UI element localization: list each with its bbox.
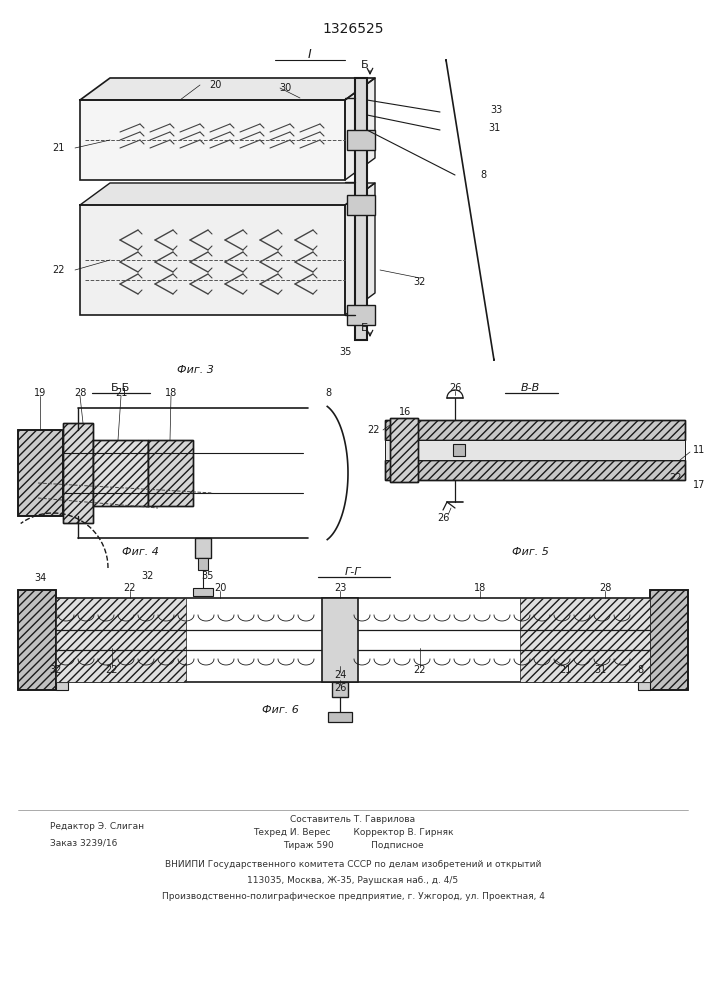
Text: 35: 35 [339,347,351,357]
Text: Б: Б [361,60,369,70]
Bar [63,423,93,523]
Bar [56,598,186,682]
Bar [332,682,348,697]
Bar [322,598,358,682]
Polygon shape [345,78,375,180]
Bar [355,78,367,340]
Text: 19: 19 [34,388,46,398]
Text: 28: 28 [74,388,86,398]
Text: 23: 23 [334,583,346,593]
Polygon shape [80,78,375,100]
Bar [80,100,345,180]
Bar [520,598,650,682]
Text: 16: 16 [399,407,411,417]
Text: 31: 31 [594,665,606,675]
Text: 22: 22 [124,583,136,593]
Bar [347,195,375,215]
Text: 8: 8 [325,388,331,398]
Bar [385,440,685,460]
Text: 32: 32 [142,571,154,581]
Text: Производственно-полиграфическое предприятие, г. Ужгород, ул. Проектная, 4: Производственно-полиграфическое предприя… [162,892,544,901]
Text: 21: 21 [52,143,65,153]
Bar [390,418,418,482]
Text: 31: 31 [488,123,501,133]
Text: 26: 26 [449,383,461,393]
Bar [347,130,375,150]
Text: 24: 24 [334,670,346,680]
Text: Фиг. 6: Фиг. 6 [262,705,298,715]
Bar [93,440,148,506]
Bar [148,440,193,506]
Text: 22: 22 [368,425,380,435]
Bar [148,440,193,506]
Bar [385,420,685,440]
Bar [347,305,375,325]
Bar [385,460,685,480]
Text: 22: 22 [106,665,118,675]
Text: 17: 17 [693,480,706,490]
Text: 32: 32 [49,665,62,675]
Text: Фиг. 5: Фиг. 5 [512,547,549,557]
Bar [385,460,685,480]
Text: 18: 18 [474,583,486,593]
Text: 18: 18 [165,388,177,398]
Text: 26: 26 [334,683,346,693]
Text: 20: 20 [214,583,226,593]
Text: Заказ 3239/16: Заказ 3239/16 [50,838,117,847]
Bar [18,430,63,516]
Text: 22: 22 [414,665,426,675]
Text: 21: 21 [559,665,571,675]
Bar [18,590,56,690]
Bar [638,682,650,690]
Bar [193,588,213,596]
Bar [93,440,148,506]
Text: 8: 8 [480,170,486,180]
Text: Фиг. 3: Фиг. 3 [177,365,214,375]
Text: Тираж 590             Подписное: Тираж 590 Подписное [283,841,423,850]
Text: 1326525: 1326525 [322,22,384,36]
Polygon shape [345,183,375,315]
Text: 26: 26 [437,513,449,523]
Bar [56,682,68,690]
Bar [453,444,465,456]
Bar [328,712,352,722]
Text: I: I [308,48,312,62]
Text: Фиг. 4: Фиг. 4 [122,547,158,557]
Bar [18,430,63,516]
Bar [56,598,186,682]
Text: 113035, Москва, Ж-35, Раушская наб., д. 4/5: 113035, Москва, Ж-35, Раушская наб., д. … [247,876,459,885]
Bar [520,598,650,682]
Text: 34: 34 [34,573,46,583]
Bar [198,558,208,570]
Text: Составитель Т. Гаврилова: Составитель Т. Гаврилова [291,815,416,824]
Text: Б-Б: Б-Б [110,383,129,393]
Text: В-В: В-В [520,383,539,393]
Text: 21: 21 [115,388,127,398]
Text: 20: 20 [209,80,221,90]
Text: 32: 32 [414,277,426,287]
Bar [195,538,211,558]
Text: Г-Г: Г-Г [345,567,361,577]
Bar [650,590,688,690]
Bar [18,590,56,690]
Text: 22: 22 [669,473,682,483]
Text: 11: 11 [693,445,706,455]
Bar [390,418,418,482]
Polygon shape [80,183,375,205]
Bar [385,420,685,440]
Text: ВНИИПИ Государственного комитета СССР по делам изобретений и открытий: ВНИИПИ Государственного комитета СССР по… [165,860,541,869]
Text: Техред И. Верес        Корректор В. Гирняк: Техред И. Верес Корректор В. Гирняк [252,828,453,837]
Bar [633,632,643,648]
Text: 22: 22 [52,265,65,275]
Bar [650,590,688,690]
Text: Б: Б [361,323,369,333]
Bar [80,205,345,315]
Text: 28: 28 [599,583,611,593]
Text: 33: 33 [490,105,502,115]
Text: Редактор Э. Слиган: Редактор Э. Слиган [50,822,144,831]
Bar [63,423,93,523]
Text: 35: 35 [201,571,214,581]
Text: 8: 8 [637,665,643,675]
Text: 30: 30 [279,83,291,93]
